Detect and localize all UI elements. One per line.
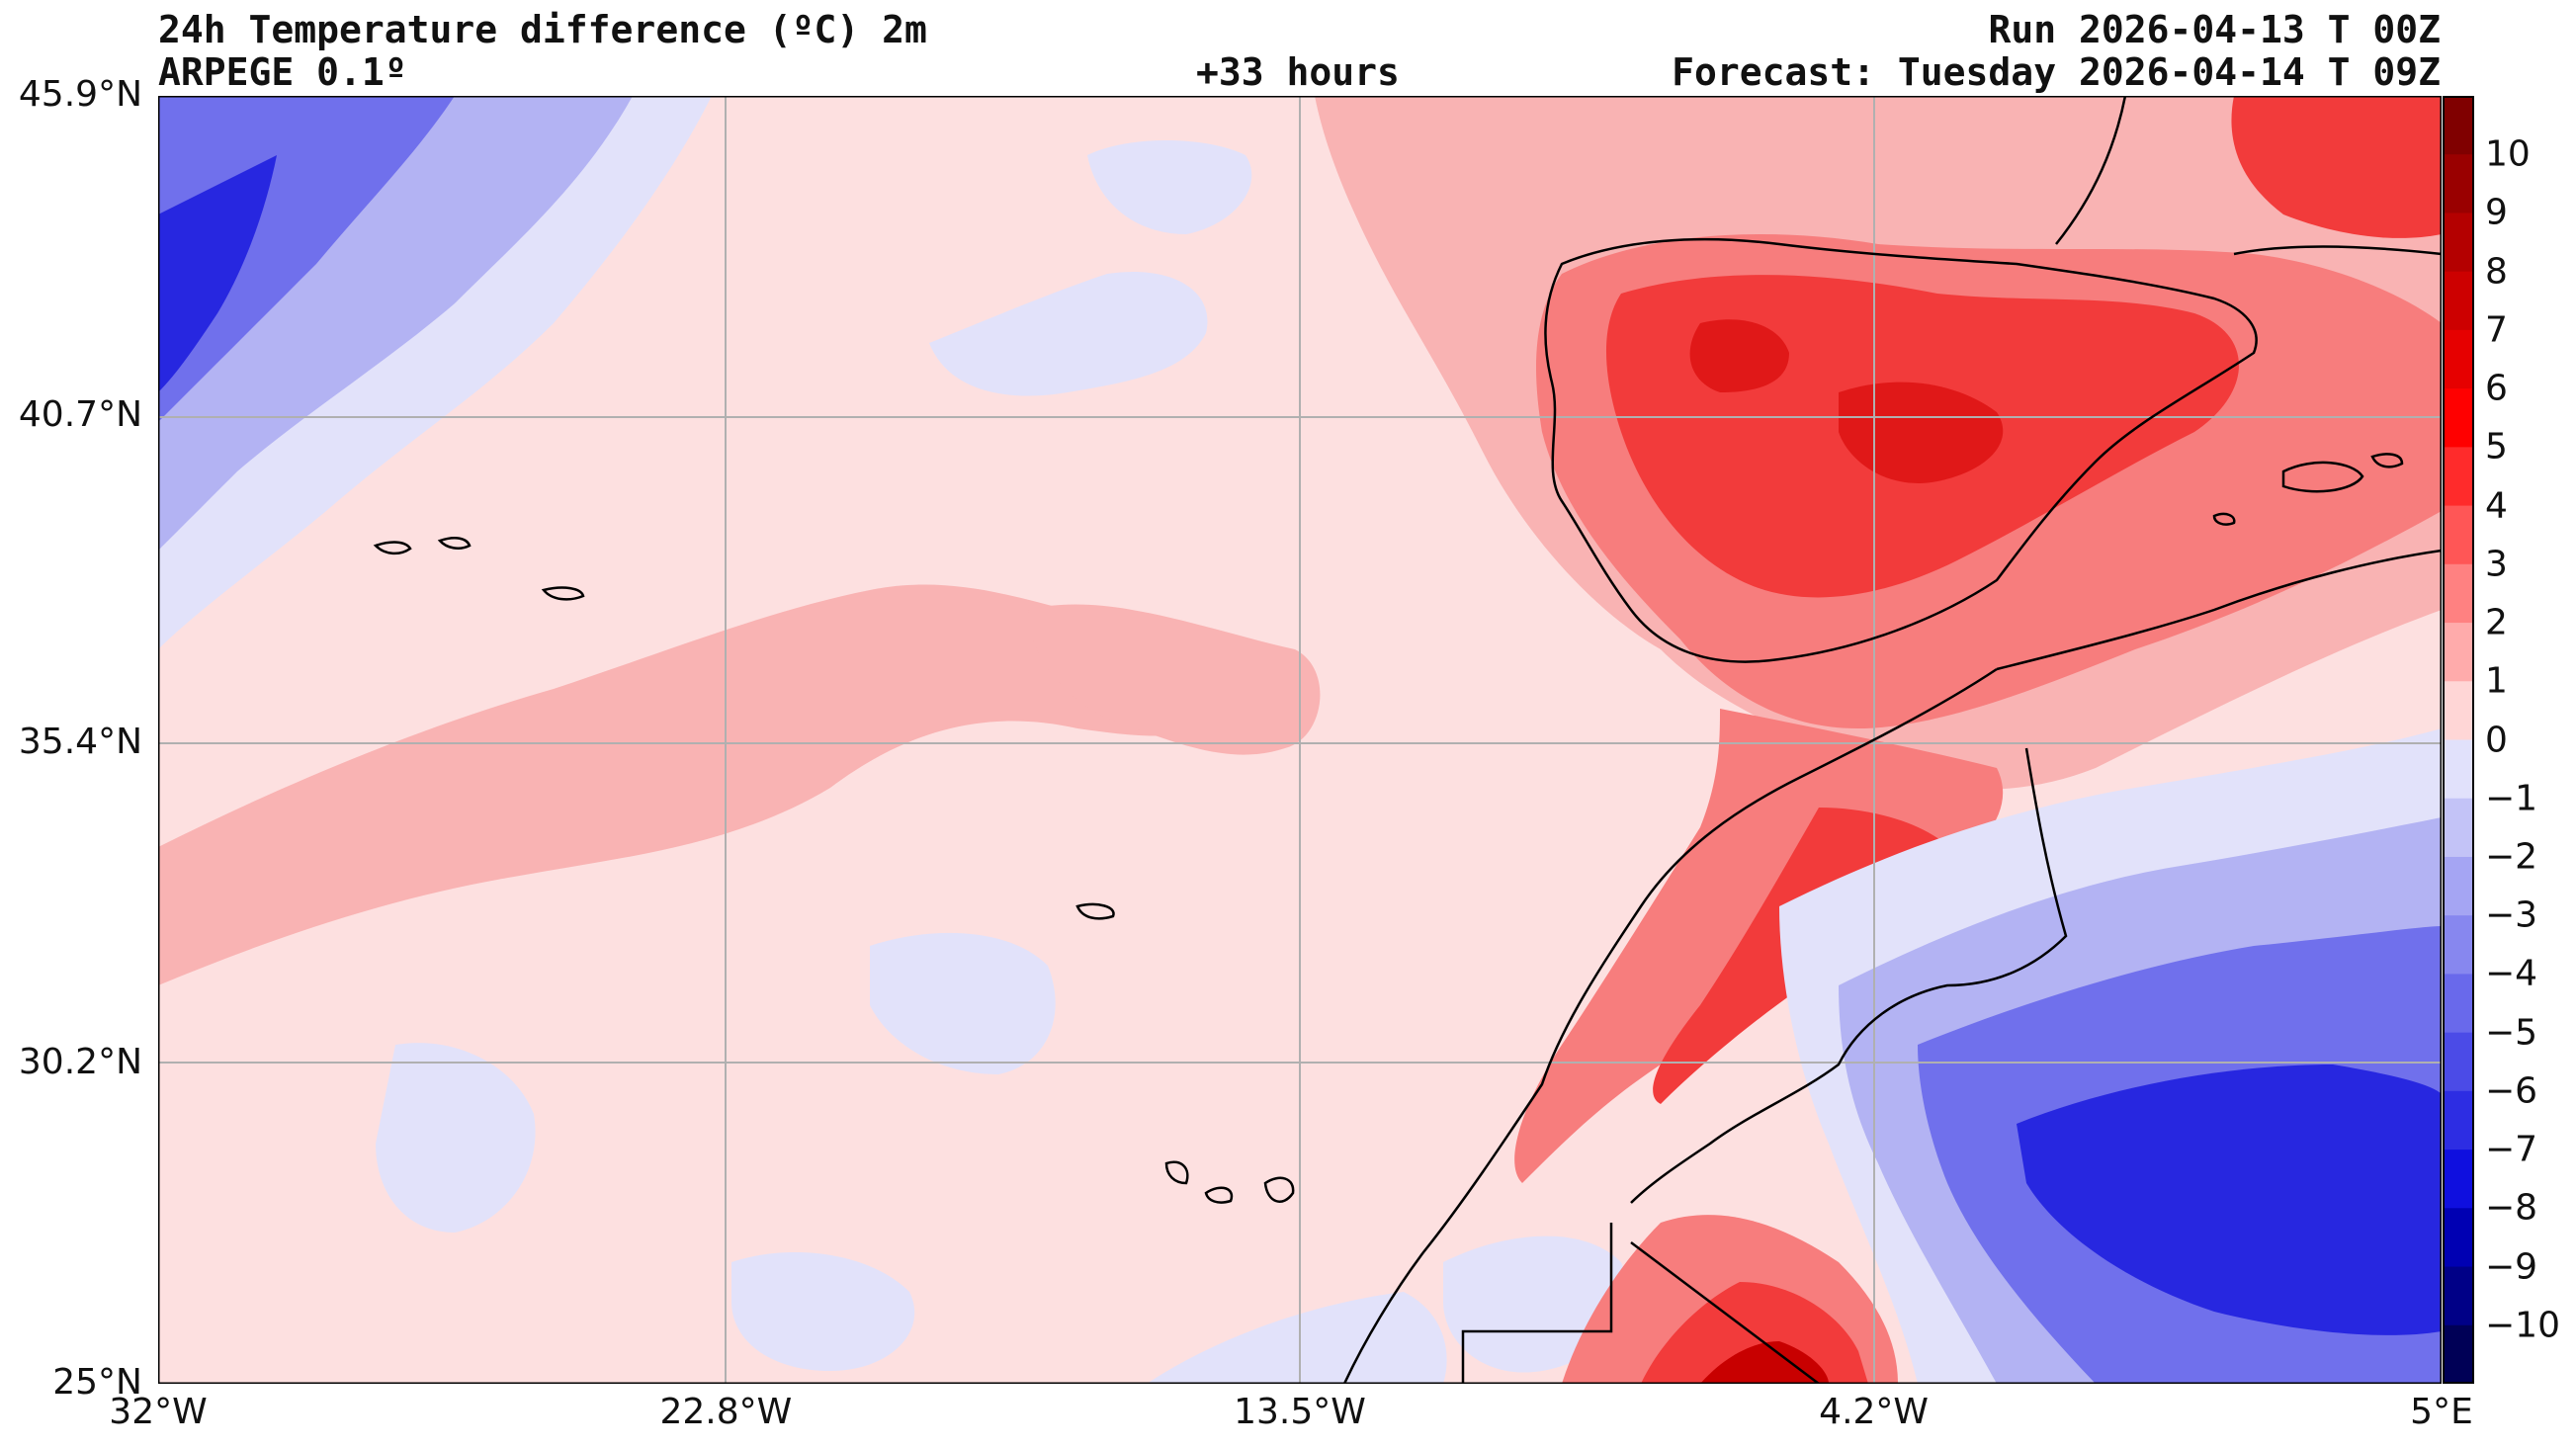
- canary-3: [1204, 1186, 1234, 1204]
- colorbar-tick-label: −3: [2485, 894, 2538, 936]
- chart-title: 24h Temperature difference (ºC) 2m: [158, 8, 927, 51]
- colorbar-segment: [2443, 329, 2474, 389]
- colorbar: [2443, 96, 2474, 1384]
- cool-patch-5: [731, 1252, 915, 1371]
- colorbar-tick-label: −2: [2485, 836, 2538, 878]
- lon-tick-label: 32°W: [109, 1392, 208, 1432]
- colorbar-tick-label: −1: [2485, 778, 2538, 819]
- colorbar-tick-label: −6: [2485, 1070, 2538, 1112]
- canary-2: [1164, 1160, 1189, 1185]
- colorbar-tick-label: 4: [2485, 485, 2508, 527]
- colorbar-segment: [2443, 623, 2474, 682]
- cool-patch-2: [1087, 140, 1252, 234]
- colorbar-segment: [2443, 388, 2474, 448]
- warm-band-ocean: [158, 584, 1257, 985]
- madeira: [1075, 902, 1115, 920]
- run-label: Run 2026-04-13 T 00Z: [1988, 8, 2441, 51]
- azores-3: [541, 586, 585, 601]
- sahara-cool-4: [2017, 1065, 2442, 1335]
- colorbar-tick-label: −5: [2485, 1012, 2538, 1054]
- colorbar-segment: [2443, 1032, 2474, 1092]
- colorbar-segment: [2443, 1150, 2474, 1209]
- lon-tick-label: 22.8°W: [659, 1392, 793, 1432]
- france-coast: [2055, 96, 2442, 256]
- colorbar-segment: [2443, 271, 2474, 331]
- colorbar-tick-label: 7: [2485, 309, 2508, 351]
- colorbar-tick-label: 9: [2485, 192, 2508, 233]
- border-diag: [1630, 1241, 1820, 1384]
- border-wsahara: [1461, 1223, 1613, 1384]
- lon-tick-label: 5°E: [2410, 1392, 2473, 1432]
- colorbar-tick-label: 10: [2485, 133, 2531, 175]
- colorbar-segment: [2443, 1324, 2474, 1384]
- colorbar-tick-label: −4: [2485, 953, 2538, 994]
- lead-time-label: +33 hours: [1196, 50, 1400, 94]
- colorbar-tick-label: 8: [2485, 251, 2508, 293]
- colorbar-segment: [2443, 739, 2474, 800]
- azores-1: [373, 541, 412, 555]
- colorbar-segment: [2443, 915, 2474, 975]
- canary-1: [1263, 1176, 1295, 1203]
- colorbar-segment: [2443, 505, 2474, 565]
- balearic-ibiza: [2212, 512, 2236, 526]
- cool-band-nw-4: [158, 155, 277, 392]
- temperature-map: [158, 96, 2442, 1384]
- colorbar-tick-label: 1: [2485, 660, 2508, 702]
- nw-france-warm: [2231, 96, 2442, 238]
- colorbar-segment: [2443, 1266, 2474, 1326]
- colorbar-segment: [2443, 154, 2474, 213]
- lon-tick-label: 4.2°W: [1819, 1392, 1930, 1432]
- africa-coast: [1342, 667, 1998, 1384]
- cool-patch-3: [870, 932, 1056, 1074]
- colorbar-segment: [2443, 856, 2474, 916]
- balearic-mallorca: [2281, 461, 2364, 493]
- colorbar-segment: [2443, 1208, 2474, 1268]
- colorbar-segment: [2443, 563, 2474, 624]
- colorbar-segment: [2443, 974, 2474, 1034]
- colorbar-tick-label: 5: [2485, 426, 2508, 468]
- colorbar-tick-label: −8: [2485, 1187, 2538, 1229]
- azores-2: [437, 537, 472, 550]
- colorbar-tick-label: 3: [2485, 544, 2508, 585]
- colorbar-border: [2443, 96, 2474, 1384]
- colorbar-tick-label: 2: [2485, 602, 2508, 643]
- balearic-menorca: [2370, 453, 2404, 468]
- iberia-coast: [1544, 237, 2258, 663]
- colorbar-segment: [2443, 681, 2474, 740]
- iberia-warm-peak-1: [1839, 382, 2004, 483]
- colorbar-tick-label: 6: [2485, 368, 2508, 409]
- lat-tick-label: 30.2°N: [18, 1041, 142, 1082]
- lat-tick-label: 35.4°N: [18, 721, 142, 762]
- coastlines: [373, 96, 2442, 1384]
- model-label: ARPEGE 0.1º: [158, 50, 407, 94]
- border-morocco-algeria: [1630, 747, 2068, 1204]
- colorbar-segment: [2443, 1090, 2474, 1150]
- iberia-warm-peak-2: [1689, 319, 1789, 392]
- lat-tick-label: 25°N: [52, 1362, 142, 1403]
- wsahara-warm-peak: [1700, 1341, 1829, 1384]
- colorbar-segment: [2443, 96, 2474, 155]
- lat-tick-label: 45.9°N: [18, 74, 142, 115]
- lat-tick-label: 40.7°N: [18, 394, 142, 436]
- colorbar-segment: [2443, 447, 2474, 507]
- colorbar-segment: [2443, 213, 2474, 273]
- warm-band-ocean-2: [1028, 604, 1321, 755]
- cool-patch-1: [929, 272, 1208, 396]
- colorbar-tick-label: −9: [2485, 1246, 2538, 1288]
- forecast-label: Forecast: Tuesday 2026-04-14 T 09Z: [1672, 50, 2441, 94]
- colorbar-segment: [2443, 798, 2474, 858]
- lon-tick-label: 13.5°W: [1234, 1392, 1366, 1432]
- algeria-coast: [1996, 549, 2442, 671]
- colorbar-tick-label: −10: [2485, 1305, 2560, 1346]
- coast-cool-patch: [1147, 1292, 1447, 1384]
- cool-patch-4: [376, 1043, 536, 1233]
- colorbar-tick-label: −7: [2485, 1129, 2538, 1170]
- colorbar-tick-label: 0: [2485, 720, 2508, 760]
